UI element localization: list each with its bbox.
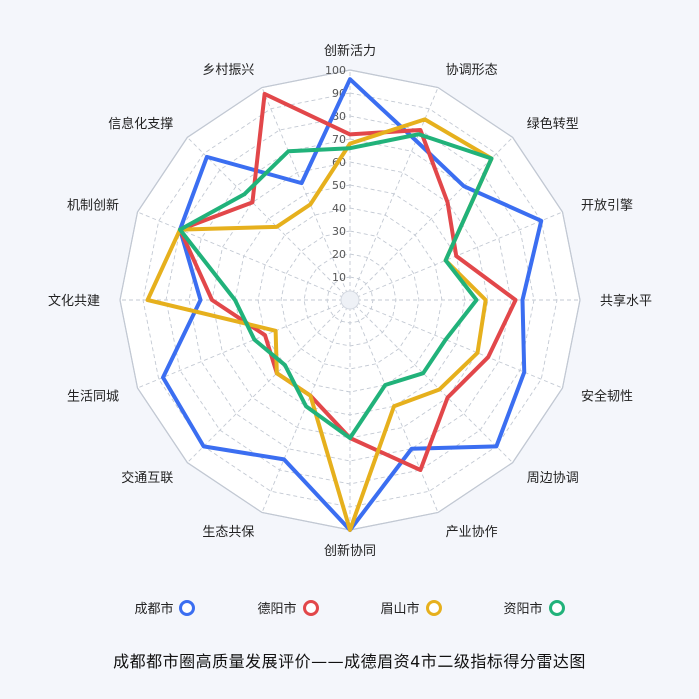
- axis-label: 生活同城: [67, 390, 119, 405]
- chart-title: 成都都市圈高质量发展评价——成德眉资4市二级指标得分雷达图: [113, 652, 586, 671]
- axis-spoke: [187, 299, 351, 463]
- axis-spoke: [349, 299, 513, 463]
- center-mark: [340, 290, 360, 310]
- tick-label: 100: [325, 64, 346, 77]
- axis-label: 交通互联: [121, 470, 173, 486]
- legend: 成都市 德阳市 眉山市 资阳市: [0, 598, 699, 617]
- axis-spoke: [137, 211, 351, 301]
- legend-item: 资阳市: [504, 598, 565, 617]
- axis-label: 产业协作: [446, 525, 498, 540]
- axis-label: 机制创新: [67, 197, 119, 213]
- tick-label: 40: [332, 202, 346, 215]
- axis-label: 周边协调: [527, 471, 579, 486]
- legend-label: 德阳市: [257, 602, 297, 617]
- axis-label: 生态共保: [202, 525, 254, 540]
- axis-label: 乡村振兴: [202, 63, 254, 78]
- grid-ring: [280, 230, 420, 370]
- axis-label: 创新协同: [324, 543, 376, 559]
- axis-spoke: [349, 137, 513, 301]
- axis-label: 协调形态: [446, 63, 498, 78]
- axis-label: 开放引擎: [581, 198, 633, 213]
- series-line: [178, 132, 494, 440]
- legend-marker-icon: [425, 599, 442, 616]
- legend-marker-icon: [179, 599, 196, 616]
- axis-spoke: [349, 299, 563, 389]
- legend-label: 成都市: [134, 602, 174, 617]
- axis-label: 安全韧性: [581, 389, 633, 405]
- axis-label: 共享水平: [600, 293, 652, 309]
- axis-label: 绿色转型: [527, 116, 579, 132]
- axis-label: 文化共建: [48, 294, 100, 309]
- axis-label: 创新活力: [324, 43, 376, 59]
- legend-item: 成都市: [134, 598, 196, 617]
- axis-label: 信息化支撑: [108, 116, 173, 132]
- legend-marker-icon: [302, 599, 319, 616]
- axis-spoke: [349, 87, 439, 301]
- legend-label: 眉山市: [380, 602, 420, 617]
- legend-label: 资阳市: [503, 602, 543, 617]
- legend-item: 德阳市: [257, 598, 319, 617]
- legend-item: 眉山市: [381, 598, 442, 617]
- tick-label: 50: [332, 179, 346, 192]
- tick-label: 10: [332, 271, 346, 284]
- axis-spoke: [187, 137, 351, 301]
- axis-spoke: [137, 299, 351, 389]
- legend-marker-icon: [548, 599, 565, 616]
- axis-spoke: [261, 87, 351, 301]
- tick-label: 30: [332, 225, 346, 238]
- tick-label: 20: [332, 248, 346, 261]
- tick-label: 70: [332, 133, 346, 146]
